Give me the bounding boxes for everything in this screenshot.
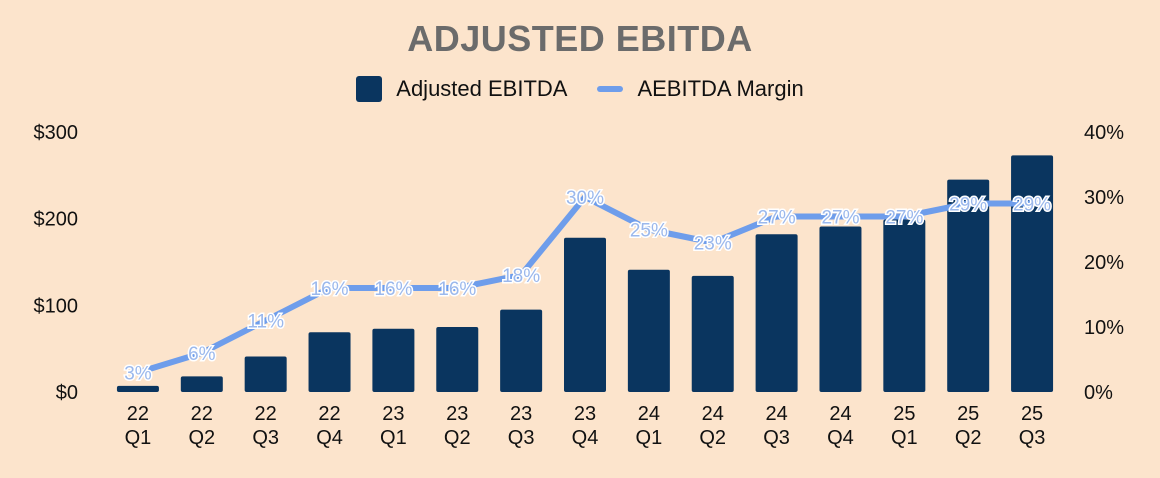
bar-adjusted-ebitda	[244, 356, 287, 392]
data-label-aebitda-margin: 16%	[438, 279, 476, 300]
x-tick-label-quarter: Q1	[636, 427, 663, 449]
x-tick-label-year: 25	[957, 403, 979, 425]
x-tick-label-year: 23	[574, 403, 596, 425]
data-label-aebitda-margin: 27%	[885, 208, 923, 229]
bar-adjusted-ebitda	[500, 309, 543, 392]
x-tick-label-year: 23	[510, 403, 532, 425]
bar-adjusted-ebitda	[883, 219, 926, 392]
data-label-aebitda-margin: 29%	[1013, 195, 1051, 216]
legend-item-aebitda-margin: AEBITDA Margin	[597, 76, 804, 102]
right-axis-tick-label: 40%	[1084, 122, 1124, 144]
x-tick-label-year: 24	[829, 403, 851, 425]
data-label-aebitda-margin: 23%	[694, 234, 732, 255]
right-axis-tick-label: 0%	[1084, 382, 1113, 404]
left-axis-tick-label: $100	[34, 295, 79, 317]
x-tick-label-year: 22	[255, 403, 277, 425]
bar-adjusted-ebitda	[627, 269, 670, 392]
left-axis-tick-label: $300	[34, 122, 79, 144]
x-tick-label-quarter: Q4	[572, 427, 599, 449]
data-label-aebitda-margin: 25%	[630, 221, 668, 242]
data-label-aebitda-margin: 6%	[188, 344, 216, 365]
chart-title: ADJUSTED EBITDA	[407, 18, 753, 59]
x-tick-label-year: 24	[638, 403, 660, 425]
bar-adjusted-ebitda	[691, 275, 734, 392]
x-tick-label-year: 22	[127, 403, 149, 425]
x-tick-label-year: 23	[382, 403, 404, 425]
legend-swatch-bar	[356, 76, 383, 102]
x-tick-label-quarter: Q3	[763, 427, 790, 449]
bar-adjusted-ebitda	[755, 234, 798, 392]
data-label-aebitda-margin: 27%	[821, 208, 859, 229]
right-axis-tick-label: 30%	[1084, 187, 1124, 209]
bar-adjusted-ebitda	[436, 327, 479, 392]
right-axis-tick-label: 20%	[1084, 252, 1124, 274]
bar-adjusted-ebitda	[116, 385, 159, 392]
x-tick-label-year: 25	[893, 403, 915, 425]
right-axis-tick-label: 10%	[1084, 317, 1124, 339]
line-aebitda-margin	[134, 194, 1036, 376]
legend: Adjusted EBITDA AEBITDA Margin	[0, 76, 1160, 102]
x-tick-label-quarter: Q2	[188, 427, 215, 449]
data-label-aebitda-margin: 3%	[124, 364, 152, 385]
legend-item-adjusted-ebitda: Adjusted EBITDA	[356, 76, 567, 102]
bar-adjusted-ebitda	[372, 328, 415, 392]
x-tick-label-quarter: Q4	[827, 427, 854, 449]
x-tick-label-quarter: Q2	[699, 427, 726, 449]
x-tick-label-year: 22	[191, 403, 213, 425]
legend-swatch-line	[597, 86, 624, 92]
legend-label-aebitda-margin: AEBITDA Margin	[637, 76, 804, 101]
data-label-aebitda-margin: 27%	[758, 208, 796, 229]
x-tick-label-quarter: Q3	[508, 427, 535, 449]
x-tick-label-quarter: Q1	[891, 427, 918, 449]
x-tick-label-year: 23	[446, 403, 468, 425]
x-tick-label-quarter: Q3	[1019, 427, 1046, 449]
bar-adjusted-ebitda	[947, 179, 990, 392]
x-tick-label-quarter: Q1	[125, 427, 152, 449]
x-tick-label-year: 24	[702, 403, 724, 425]
x-tick-label-quarter: Q1	[380, 427, 407, 449]
x-tick-label-quarter: Q4	[316, 427, 343, 449]
data-label-aebitda-margin: 18%	[502, 266, 540, 287]
data-label-aebitda-margin: 11%	[247, 312, 284, 333]
legend-label-adjusted-ebitda: Adjusted EBITDA	[396, 76, 568, 101]
left-axis-tick-label: $200	[34, 209, 79, 231]
x-tick-label-quarter: Q3	[252, 427, 279, 449]
data-label-aebitda-margin: 16%	[374, 279, 412, 300]
x-tick-label-quarter: Q2	[444, 427, 471, 449]
bar-adjusted-ebitda	[564, 237, 606, 392]
bar-adjusted-ebitda	[308, 332, 351, 392]
data-label-aebitda-margin: 16%	[311, 279, 349, 300]
bar-adjusted-ebitda	[1011, 155, 1054, 392]
x-tick-label-year: 25	[1021, 403, 1043, 425]
x-tick-label-quarter: Q2	[955, 427, 982, 449]
data-label-aebitda-margin: 30%	[566, 188, 604, 209]
x-tick-label-year: 24	[765, 403, 787, 425]
data-label-aebitda-margin: 29%	[949, 195, 987, 216]
x-tick-label-year: 22	[318, 403, 340, 425]
left-axis-tick-label: $0	[56, 382, 78, 404]
bar-adjusted-ebitda	[819, 226, 862, 392]
bar-adjusted-ebitda	[180, 376, 223, 392]
